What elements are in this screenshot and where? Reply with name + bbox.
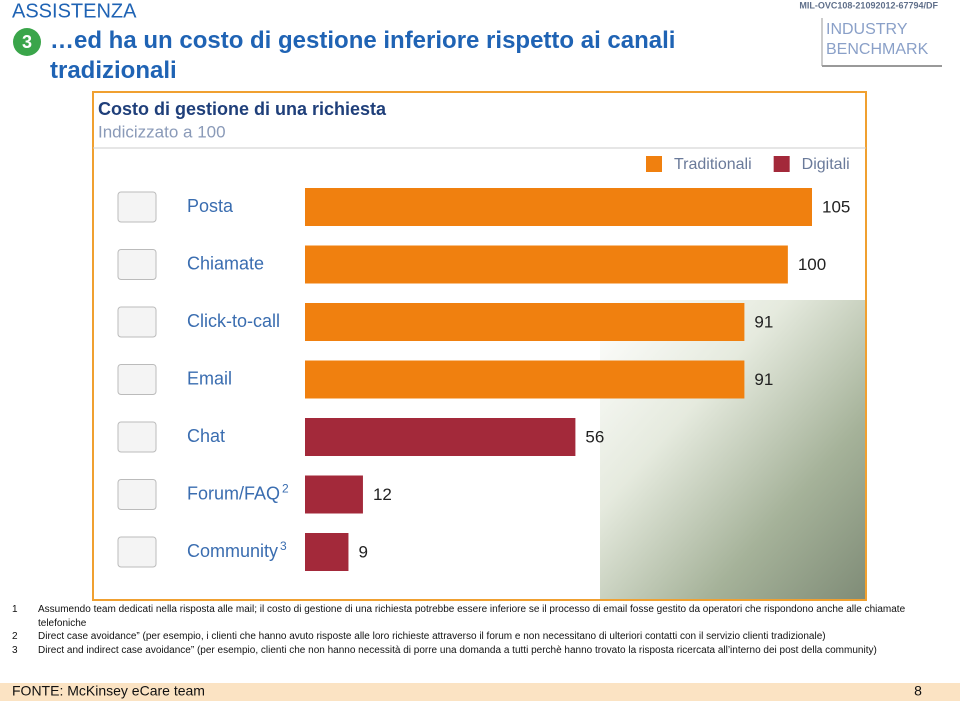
- legend-swatch: [646, 156, 662, 172]
- footnote: 3 Direct and indirect case avoidance” (pe…: [12, 644, 912, 658]
- bar: [305, 533, 349, 571]
- value-label: 91: [754, 312, 773, 331]
- footnote-marker: 2: [12, 631, 18, 642]
- category-label: Email: [187, 368, 232, 388]
- footnote: 2 Direct case avoidance” (per esempio, i …: [12, 630, 912, 644]
- value-label: 105: [822, 197, 850, 216]
- value-label: 100: [798, 255, 826, 274]
- legend-swatch: [773, 156, 790, 172]
- bar: [305, 245, 788, 284]
- icon: [117, 479, 157, 510]
- footnote-marker: 1: [12, 604, 18, 615]
- category-label: Community: [187, 541, 278, 561]
- footnote-marker: 3: [12, 644, 18, 656]
- category-note: 2: [282, 482, 289, 496]
- chart-frame: [92, 91, 867, 601]
- value-label: 12: [373, 485, 392, 504]
- category-label: Forum/FAQ: [187, 483, 280, 503]
- category-label: Click-to-call: [187, 311, 280, 331]
- category-label: Chat: [187, 426, 225, 446]
- category-note: 3: [280, 539, 287, 553]
- bar: [305, 418, 576, 456]
- doc-code: MIL-OVC108-21092012-67794/DF: [799, 0, 938, 10]
- section: ASSISTENZA: [12, 0, 137, 22]
- step: 3: [22, 32, 32, 52]
- chart-title: Costo di gestione di una richiesta: [98, 99, 387, 119]
- category-label: Posta: [187, 196, 234, 216]
- money-image: [600, 300, 865, 600]
- category-label: Chiamate: [187, 253, 264, 273]
- icon: [117, 191, 157, 223]
- icon: [117, 249, 157, 280]
- page-number: 8: [914, 683, 922, 699]
- slide-title: …ed ha un costo di gestione inferiore ri…: [50, 27, 675, 84]
- legend-label: Digitali: [802, 156, 850, 173]
- icon: [117, 536, 157, 568]
- badge-box: [822, 18, 942, 66]
- footnote-text: Direct and indirect case avoidance” (per…: [38, 644, 877, 656]
- source: FONTE: McKinsey eCare team: [12, 683, 205, 699]
- footnote-text: Direct case avoidance” (per esempio, i c…: [38, 631, 826, 642]
- icon: [117, 306, 157, 338]
- bar: [305, 303, 745, 341]
- value-label: 56: [585, 427, 604, 446]
- footnotes: 1 Assumendo team dedicati nella risposta …: [12, 603, 912, 657]
- step-badge: [13, 28, 41, 56]
- badge: INDUSTRY BENCHMARK: [826, 21, 929, 58]
- footer-band: [0, 683, 960, 701]
- footnote: 1 Assumendo team dedicati nella risposta …: [12, 603, 912, 630]
- bar: [305, 188, 812, 226]
- legend-label: Traditionali: [674, 156, 752, 173]
- bar: [305, 475, 363, 514]
- value-label: 91: [754, 370, 773, 389]
- icon: [117, 421, 157, 453]
- bar: [305, 360, 745, 399]
- icon: [117, 364, 157, 395]
- value-label: 9: [358, 542, 367, 561]
- chart-subtitle: Indicizzato a 100: [98, 122, 226, 141]
- footnote-text: Assumendo team dedicati nella risposta a…: [38, 604, 906, 629]
